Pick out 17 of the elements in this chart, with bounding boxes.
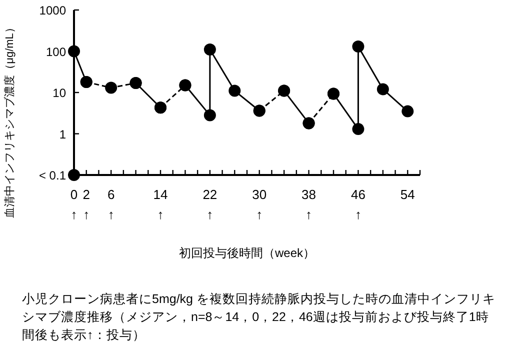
x-tick-label: 2 ↑ [82,187,90,222]
x-tick-label: 0 ↑ [70,187,78,222]
y-tick-label: 1000 [39,4,66,18]
x-tick-label: 38 ↑ [302,187,316,222]
x-axis-title: 初回投与後時間（week） [178,246,316,260]
y-tick-label: 100 [46,44,66,59]
x-tick-label: 46 ↑ [350,187,366,222]
y-tick-label: 10 [52,86,66,100]
y-tick-label: < 0.1 [38,168,66,182]
y-axis-title: 血清中インフリキシマブ濃度（μg/mL） [3,22,16,218]
x-tick-label: 54 [400,187,415,202]
x-tick-label: 6 ↑ [107,187,115,222]
x-tick-label: 14 ↑ [153,187,168,222]
text: 小児クローン病患者に5mg/kg を複数回持続静脈内投与した時の血清中インフリキシマブ濃度推移（メジアン，n=8～14，0，22，46週は投与前および投与終了1時間後も表示↑：投与） [22,291,496,344]
x-tick-label: 22 ↑ [202,187,218,222]
y-tick-label: 1 [59,127,66,142]
x-tick-label: 30 ↑ [252,187,267,222]
